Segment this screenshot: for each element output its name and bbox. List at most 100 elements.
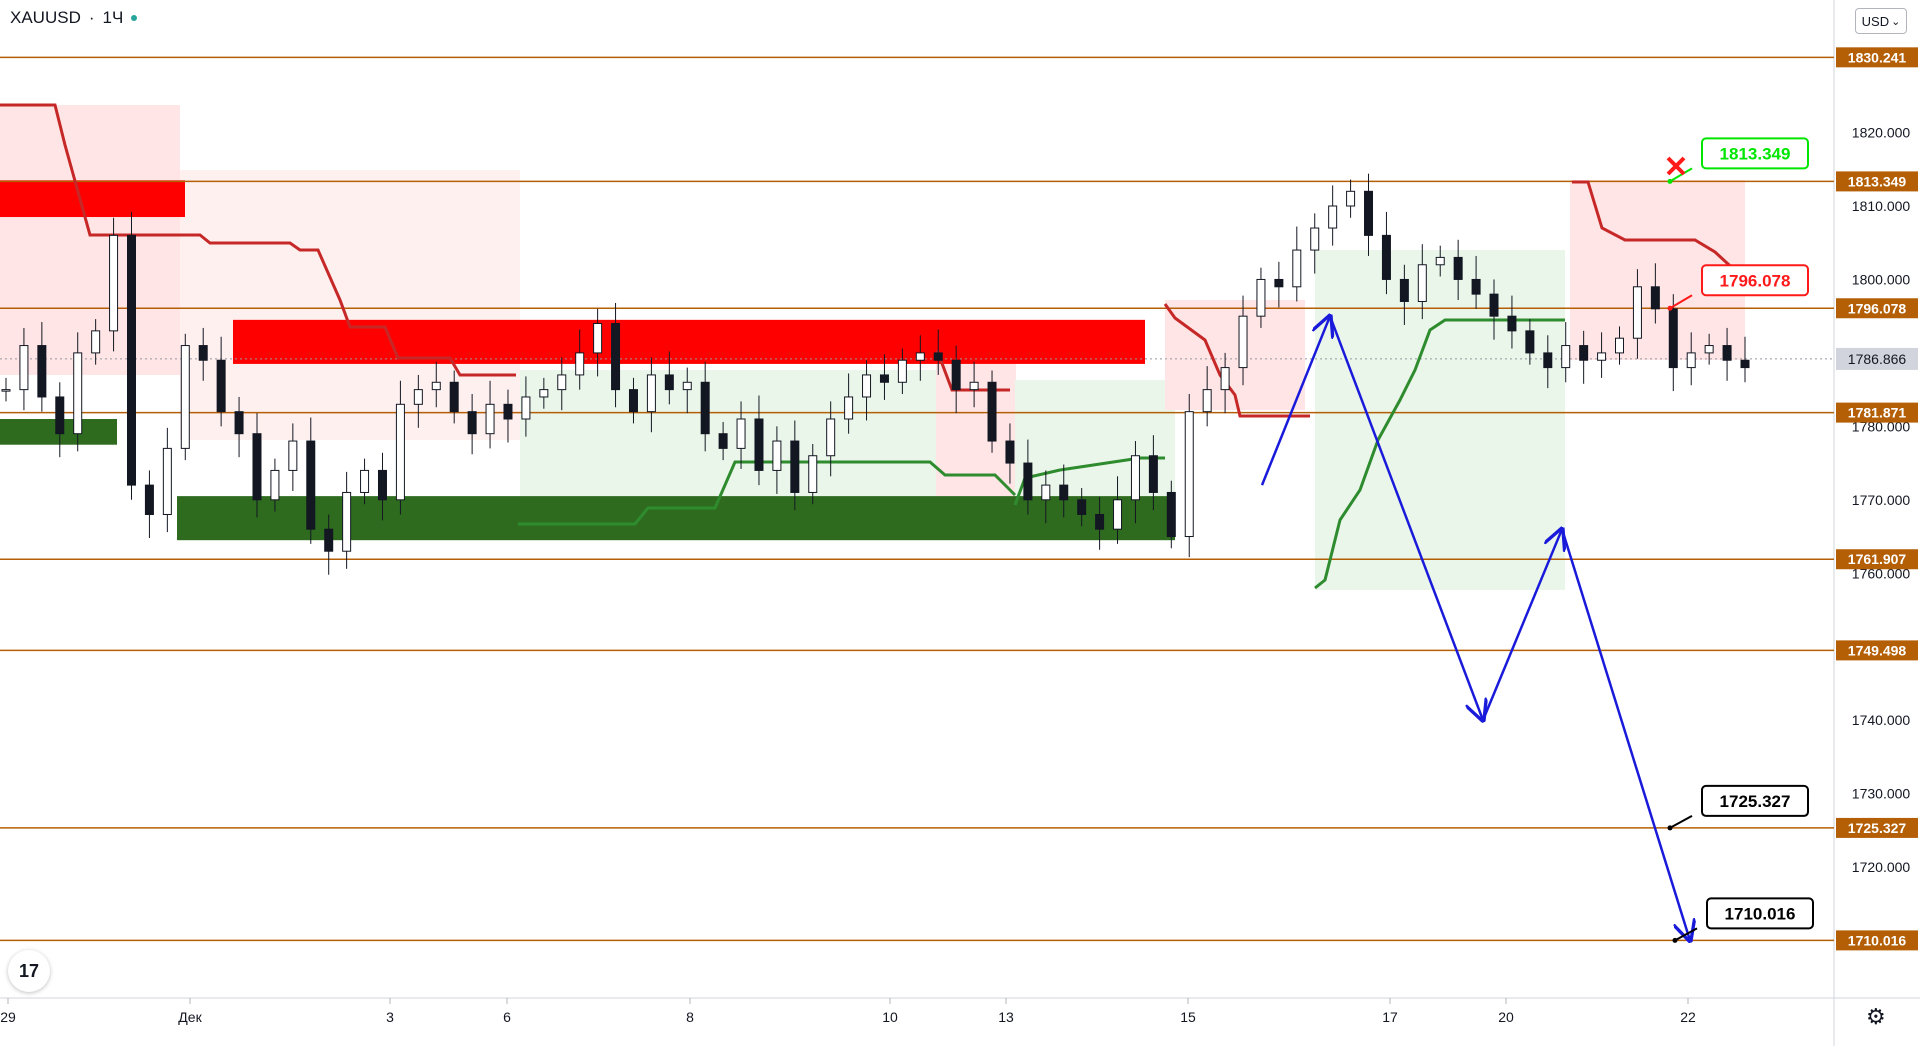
candle [449,370,459,424]
candle [611,302,621,408]
candle [969,361,979,408]
svg-text:1830.241: 1830.241 [1848,49,1907,65]
candle [342,471,352,569]
candle [1525,319,1535,365]
level-price-label[interactable]: 1796.078 [1836,298,1918,319]
candle [1417,244,1427,320]
price-callouts[interactable]: 1813.349 1796.078 1725.327 1710.016 [1667,137,1814,943]
symbol-separator: · [88,8,95,27]
candle [306,417,316,544]
candle [234,396,244,458]
forecast-arrow[interactable] [1560,528,1690,940]
candle [1005,423,1015,484]
candle [252,413,262,518]
symbol-header[interactable]: XAUUSD · 1Ч [10,8,138,28]
candle [1435,245,1445,277]
candle [1722,327,1732,381]
red-shade-2 [180,170,520,440]
callout-label: 1813.349 [1720,144,1791,163]
tradingview-logo-icon[interactable]: 17 [8,950,50,992]
candle [772,426,782,494]
candle [126,211,136,500]
green-shade-3 [1315,250,1565,590]
candle [557,357,567,411]
svg-text:1813.349: 1813.349 [1848,173,1907,189]
candle [1543,335,1553,389]
candle [55,382,65,458]
candle [1328,185,1338,246]
candle [521,376,531,437]
candle [915,335,925,381]
candle [288,423,298,491]
red-trail-4 [1572,180,1742,277]
price-callout[interactable]: 1796.078 [1667,264,1809,311]
candle [951,345,961,414]
candle [198,327,208,381]
logo-text: 17 [18,960,40,981]
candle [91,319,101,365]
time-tick-label: 15 [1180,1009,1196,1025]
svg-text:1786.866: 1786.866 [1848,351,1907,367]
price-callout[interactable]: 1813.349 [1667,137,1809,184]
price-callout[interactable]: 1725.327 [1667,784,1809,831]
candle [1597,332,1607,378]
forecast-arrow[interactable] [1260,316,1330,486]
level-price-label[interactable]: 1761.907 [1836,549,1918,570]
candle [216,336,226,427]
current-price-label[interactable]: 1786.866 [1836,347,1918,370]
svg-text:1725.327: 1725.327 [1848,820,1907,836]
candle [1041,470,1051,524]
currency-select[interactable]: USD ⌄ [1855,8,1907,34]
cross-icon[interactable] [1666,156,1686,176]
price-callout[interactable]: 1710.016 [1672,897,1814,943]
candle [1489,279,1499,340]
level-price-label[interactable]: 1813.349 [1836,171,1918,192]
red-trail-1 [0,103,516,377]
candle [1471,255,1481,309]
candle [1632,269,1642,359]
level-price-label[interactable]: 1725.327 [1836,817,1918,838]
candle [1023,439,1033,515]
candle [413,374,423,428]
price-tick-label: 1810.000 [1852,198,1911,214]
candle [664,351,674,405]
candle [1,377,11,402]
time-tick-label: 6 [503,1009,511,1025]
callout-label: 1725.327 [1720,792,1791,811]
candle [395,380,405,515]
level-price-label[interactable]: 1781.871 [1836,402,1918,423]
candle [1579,330,1589,384]
level-price-label[interactable]: 1830.241 [1836,47,1918,68]
time-scale[interactable]: 29 Дек 3 6 8 10 13 15 17 20 22 [0,998,1696,1025]
price-tick-label: 1820.000 [1852,125,1911,141]
forecast-arrow[interactable] [1328,315,1483,720]
price-scale[interactable]: 1820.0001810.0001800.0001790.0001780.000… [1836,47,1918,951]
forecast-arrow[interactable] [1481,529,1562,721]
candle [1650,263,1660,324]
candle [270,458,280,512]
time-tick-label: 13 [998,1009,1014,1025]
candle [1113,476,1123,544]
candle [628,377,638,424]
candle [1346,179,1356,218]
forecast-arrows[interactable] [1260,315,1690,940]
time-tick-label: 8 [686,1009,694,1025]
level-price-label[interactable]: 1749.498 [1836,640,1918,661]
price-tick-label: 1720.000 [1852,859,1911,875]
gear-icon[interactable]: ⚙ [1866,1004,1886,1029]
red-trail-3 [1163,303,1310,418]
price-tick-label: 1760.000 [1852,565,1911,581]
candle [1256,267,1266,328]
resistance-zone[interactable] [0,180,185,218]
candle [1615,326,1625,365]
candle [324,514,334,575]
candle [1202,366,1212,427]
candle [593,308,603,377]
candle [377,452,387,521]
candle [431,361,441,408]
time-tick-label: 22 [1680,1009,1696,1025]
level-price-label[interactable]: 1710.016 [1836,930,1918,951]
candle [826,401,836,477]
candle [162,427,172,533]
